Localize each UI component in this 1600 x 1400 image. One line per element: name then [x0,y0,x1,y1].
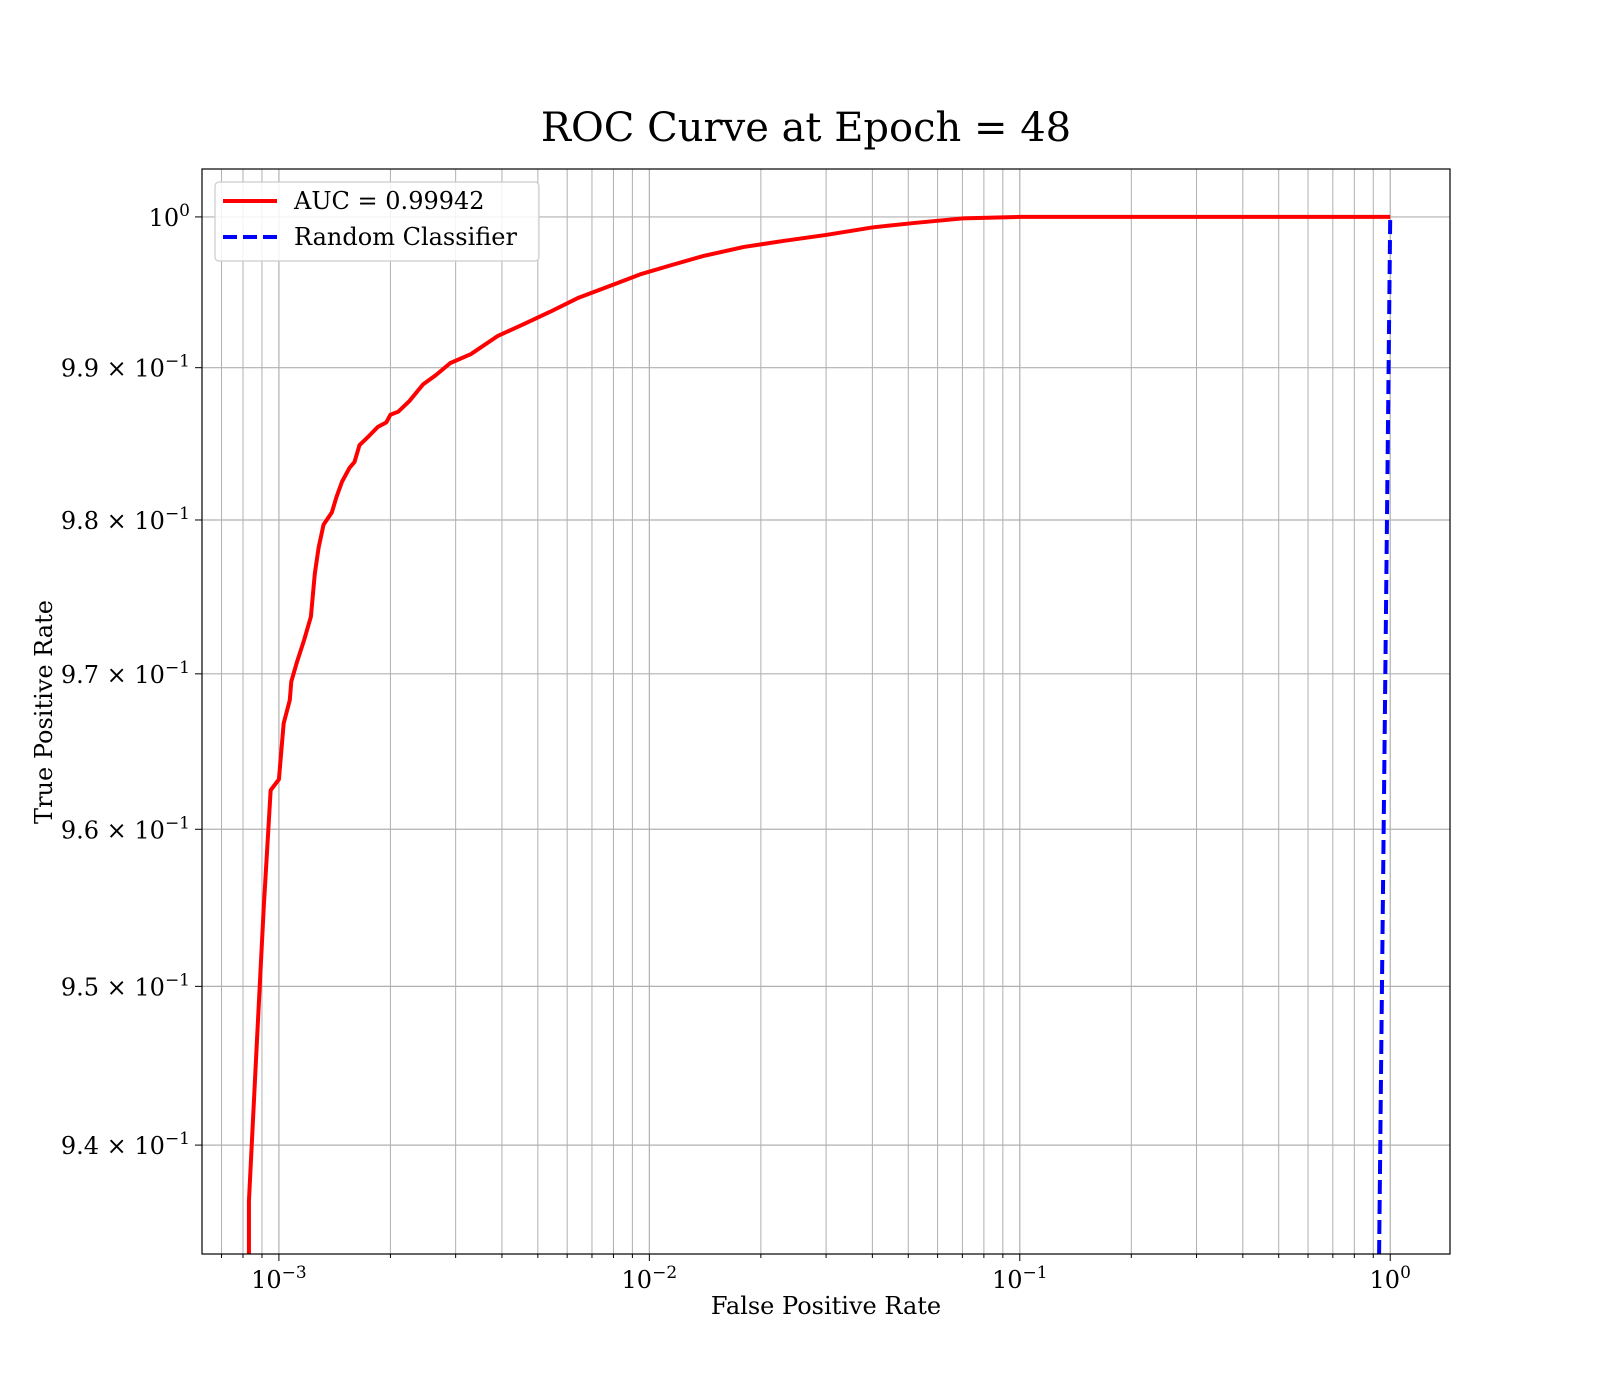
legend-label-random-classifier: Random Classifier [294,223,517,251]
y-tick-label: 9.9 × 10−1 [61,352,190,383]
y-tick-label: 9.8 × 10−1 [61,504,190,535]
y-tick-label: 9.4 × 10−1 [61,1129,190,1160]
y-tick-label: 9.6 × 10−1 [61,813,190,844]
series-layer [246,214,1393,1255]
legend-box [214,181,540,262]
y-axis-label: True Positive Rate [30,600,58,824]
random-classifier-line [1377,216,1393,1255]
legend-label-auc: AUC = 0.99942 [293,187,485,215]
x-tick-label: 10−3 [251,1263,307,1294]
y-tick-label: 100 [149,201,190,232]
x-tick-label: 10−1 [992,1263,1048,1294]
chart-title: ROC Curve at Epoch = 48 [541,105,1071,151]
x-tick-label: 10−2 [622,1263,678,1294]
x-axis-label: False Positive Rate [711,1292,941,1320]
y-tick-label: 9.5 × 10−1 [61,970,190,1001]
roc-curve-line [246,214,1391,1254]
y-tick-label: 9.7 × 10−1 [61,658,190,689]
tick-layer: 10−3 10−2 10−1 100 100 9.9 × 10−1 9.8 × 10−1 9.… [61,201,1411,1294]
legend: AUC = 0.99942 Random Classifier [214,181,540,262]
x-tick-label: 100 [1370,1263,1411,1294]
